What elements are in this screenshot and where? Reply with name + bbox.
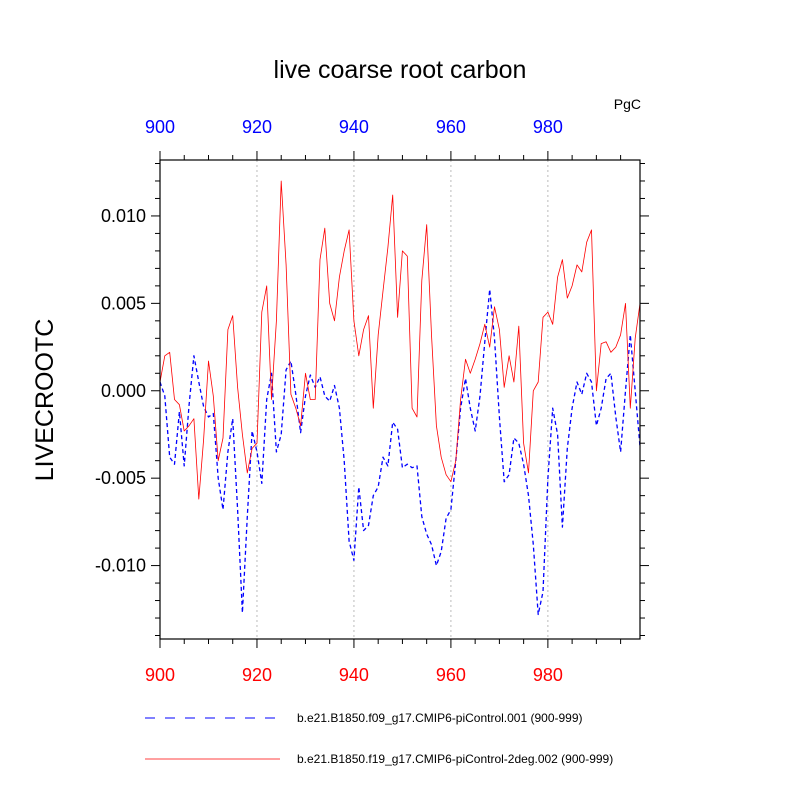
x-tick-label-bottom-960: 960 bbox=[436, 665, 466, 685]
x-tick-label-top-900: 900 bbox=[145, 117, 175, 137]
units-label: PgC bbox=[614, 96, 641, 112]
y-tick-label-3: -0.005 bbox=[95, 468, 146, 488]
chart-title: live coarse root carbon bbox=[274, 56, 527, 84]
series-line-2 bbox=[159, 180, 641, 500]
series-layer bbox=[159, 180, 641, 616]
y-tick-label-2: 0.000 bbox=[101, 381, 146, 401]
x-tick-label-top-920: 920 bbox=[242, 117, 272, 137]
legend-entry-1: b.e21.B1850.f09_g17.CMIP6-piControl.001 … bbox=[297, 711, 583, 725]
x-tick-label-bottom-900: 900 bbox=[145, 665, 175, 685]
axis-ticks bbox=[151, 151, 649, 648]
x-tick-label-bottom-980: 980 bbox=[533, 665, 563, 685]
x-tick-label-bottom-940: 940 bbox=[339, 665, 369, 685]
y-axis-label: LIVECROOTC bbox=[31, 319, 59, 482]
y-tick-label-0: 0.010 bbox=[101, 206, 146, 226]
plot-frame bbox=[159, 159, 641, 640]
series-line-1 bbox=[159, 288, 641, 616]
x-tick-label-top-960: 960 bbox=[436, 117, 466, 137]
legend: b.e21.B1850.f09_g17.CMIP6-piControl.001 … bbox=[145, 711, 613, 766]
y-tick-label-1: 0.005 bbox=[101, 293, 146, 313]
x-tick-label-bottom-920: 920 bbox=[242, 665, 272, 685]
grid-lines bbox=[256, 160, 549, 639]
x-tick-label-top-940: 940 bbox=[339, 117, 369, 137]
x-tick-label-top-980: 980 bbox=[533, 117, 563, 137]
y-tick-label-4: -0.010 bbox=[95, 556, 146, 576]
legend-entry-2: b.e21.B1850.f19_g17.CMIP6-piControl-2deg… bbox=[297, 752, 613, 766]
tick-labels: 900 900 920 920 940 940 960 960 980 980 0.010 0.005… bbox=[95, 117, 563, 685]
